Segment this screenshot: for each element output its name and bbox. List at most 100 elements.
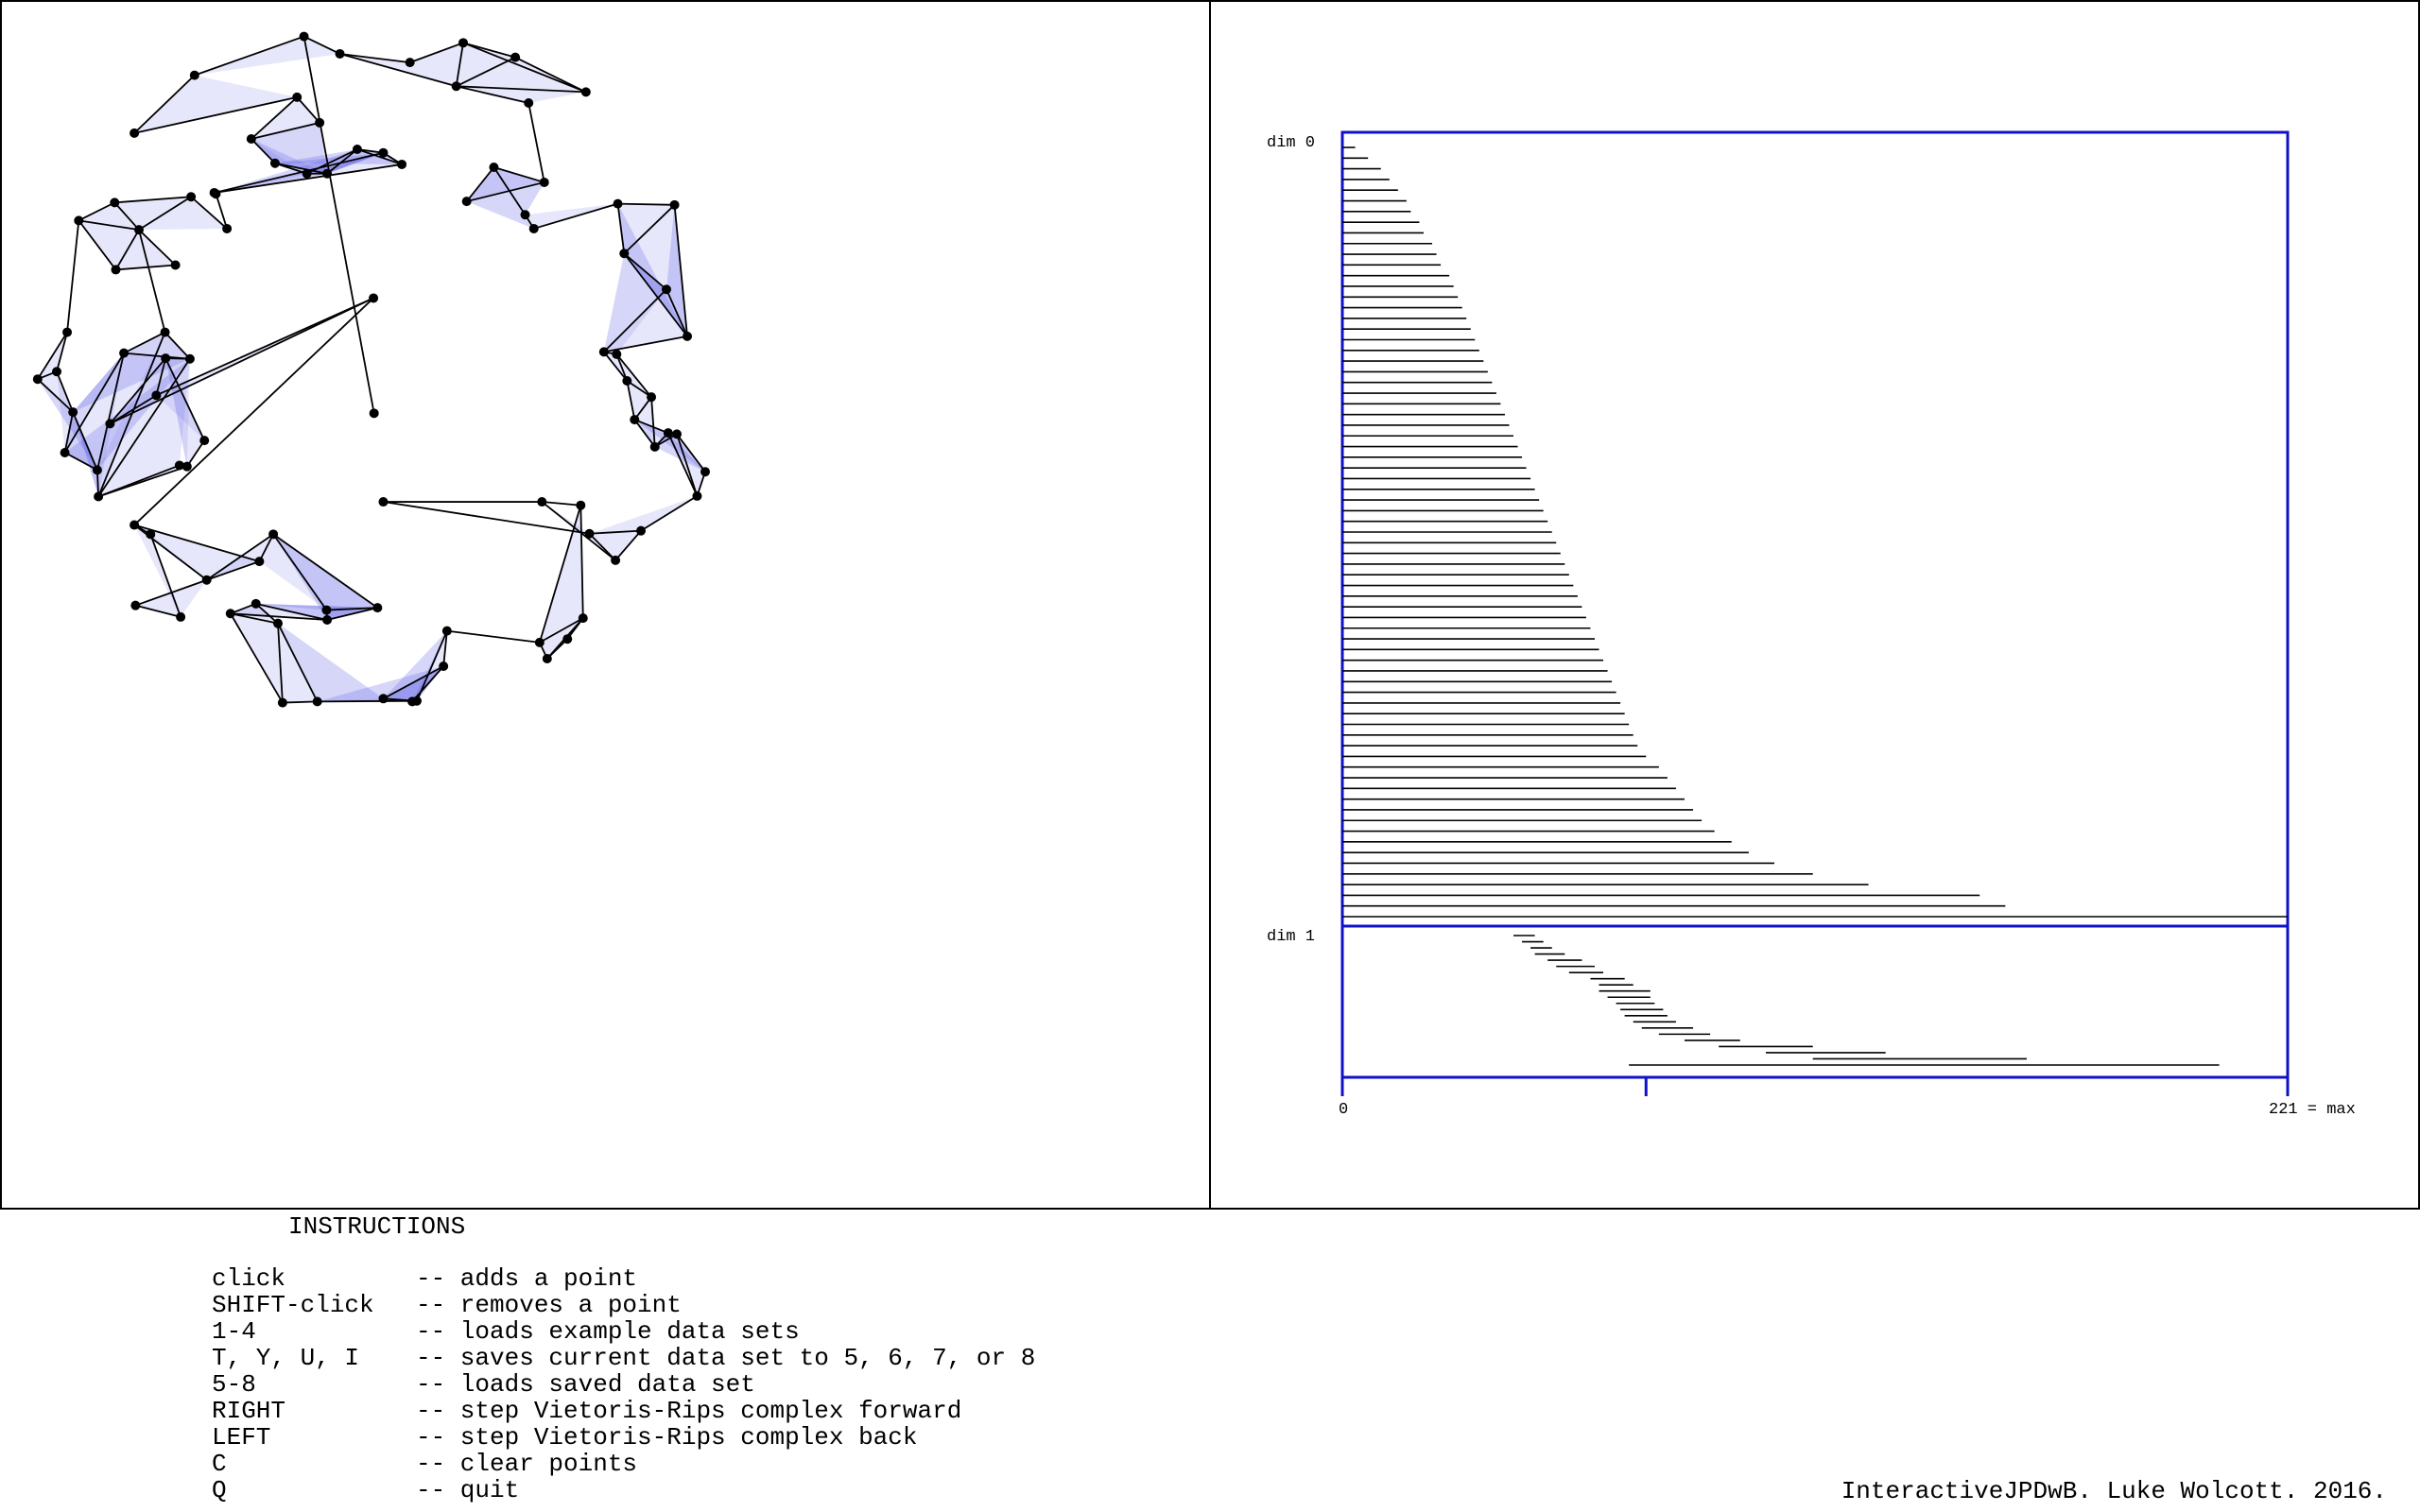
data-point[interactable]: [62, 327, 73, 337]
data-point[interactable]: [151, 390, 162, 401]
data-point[interactable]: [201, 575, 212, 585]
data-point[interactable]: [299, 31, 309, 42]
data-point[interactable]: [439, 661, 449, 671]
data-point[interactable]: [189, 70, 199, 80]
data-point[interactable]: [692, 490, 702, 501]
simplex-edge: [676, 433, 706, 472]
data-point[interactable]: [269, 158, 280, 168]
data-point[interactable]: [562, 634, 573, 644]
data-point[interactable]: [441, 626, 452, 636]
data-point[interactable]: [405, 58, 415, 68]
data-point[interactable]: [225, 609, 235, 619]
data-point[interactable]: [700, 467, 711, 477]
data-point[interactable]: [222, 223, 233, 233]
data-point[interactable]: [672, 429, 683, 439]
data-point[interactable]: [647, 392, 657, 403]
instruction-desc: -- removes a point: [416, 1291, 682, 1319]
data-point[interactable]: [119, 348, 130, 358]
data-point[interactable]: [537, 497, 547, 507]
data-point[interactable]: [461, 197, 472, 207]
data-point[interactable]: [369, 408, 379, 419]
data-point[interactable]: [584, 528, 595, 539]
data-point[interactable]: [130, 128, 140, 138]
data-point[interactable]: [335, 48, 345, 59]
data-point[interactable]: [397, 159, 407, 169]
data-point[interactable]: [649, 441, 660, 452]
data-point[interactable]: [199, 436, 210, 446]
data-point[interactable]: [105, 419, 115, 429]
data-point[interactable]: [663, 428, 673, 438]
data-point[interactable]: [68, 407, 78, 418]
data-point[interactable]: [630, 415, 640, 425]
data-point[interactable]: [92, 465, 102, 475]
data-point[interactable]: [542, 654, 552, 664]
data-point[interactable]: [273, 618, 283, 628]
data-point[interactable]: [160, 327, 170, 337]
data-point[interactable]: [612, 349, 622, 359]
data-point[interactable]: [636, 525, 647, 536]
data-point[interactable]: [669, 199, 680, 210]
data-point[interactable]: [534, 637, 544, 647]
data-point[interactable]: [110, 198, 120, 208]
data-point[interactable]: [184, 353, 195, 364]
data-point[interactable]: [524, 98, 534, 109]
data-point[interactable]: [619, 249, 630, 259]
data-point[interactable]: [378, 147, 389, 158]
data-point[interactable]: [458, 38, 468, 48]
data-point[interactable]: [74, 215, 84, 226]
data-point[interactable]: [378, 694, 389, 704]
data-point[interactable]: [611, 555, 621, 565]
data-point[interactable]: [176, 611, 186, 622]
data-point[interactable]: [246, 134, 256, 144]
data-point[interactable]: [312, 696, 322, 707]
data-point[interactable]: [578, 613, 588, 624]
data-point[interactable]: [489, 163, 499, 173]
data-point[interactable]: [315, 117, 325, 128]
data-point[interactable]: [52, 367, 62, 377]
data-point[interactable]: [134, 225, 144, 235]
data-point[interactable]: [268, 529, 279, 540]
data-point[interactable]: [211, 189, 221, 199]
data-point[interactable]: [146, 529, 156, 540]
data-point[interactable]: [322, 614, 333, 625]
data-point[interactable]: [412, 696, 422, 706]
data-point[interactable]: [130, 600, 141, 610]
data-point[interactable]: [292, 92, 302, 102]
data-point[interactable]: [369, 293, 379, 303]
data-point[interactable]: [576, 500, 586, 510]
data-point[interactable]: [111, 265, 121, 275]
data-point[interactable]: [613, 198, 623, 209]
simplex-triangle: [456, 57, 586, 93]
data-point[interactable]: [372, 603, 383, 613]
data-point[interactable]: [182, 461, 192, 472]
data-point[interactable]: [539, 177, 549, 187]
data-point[interactable]: [580, 87, 591, 97]
data-point[interactable]: [378, 497, 389, 507]
data-point[interactable]: [186, 192, 197, 202]
point-cloud-panel[interactable]: [0, 0, 1211, 1210]
instruction-desc: -- clear points: [416, 1450, 638, 1478]
simplex-triangle-dense: [278, 623, 384, 702]
data-point[interactable]: [60, 447, 70, 457]
data-point[interactable]: [251, 598, 261, 609]
data-point[interactable]: [528, 223, 539, 233]
data-point[interactable]: [510, 52, 521, 62]
data-point[interactable]: [661, 284, 671, 295]
data-point[interactable]: [130, 520, 140, 530]
data-point[interactable]: [32, 374, 43, 385]
data-point[interactable]: [598, 347, 609, 357]
data-point[interactable]: [254, 557, 265, 567]
data-point[interactable]: [451, 81, 461, 92]
data-point[interactable]: [683, 331, 693, 341]
data-point[interactable]: [170, 260, 181, 270]
data-point[interactable]: [161, 353, 171, 364]
data-point[interactable]: [94, 491, 104, 502]
data-point[interactable]: [622, 376, 632, 387]
data-point[interactable]: [302, 168, 312, 179]
data-point[interactable]: [174, 460, 184, 471]
data-point[interactable]: [520, 210, 530, 220]
data-point[interactable]: [321, 605, 332, 615]
data-point[interactable]: [277, 697, 287, 708]
data-point[interactable]: [322, 168, 333, 179]
data-point[interactable]: [352, 145, 362, 155]
